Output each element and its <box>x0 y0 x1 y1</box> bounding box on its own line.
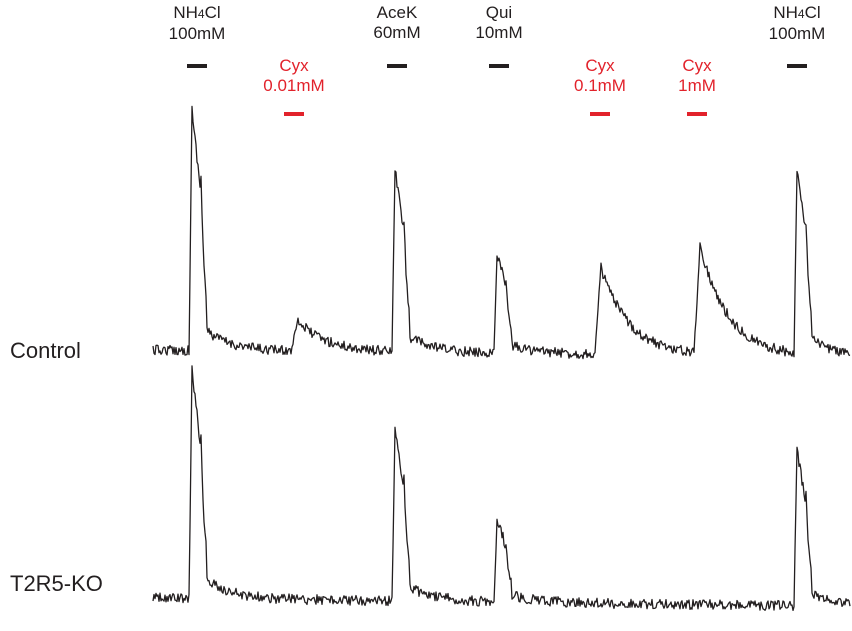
stimulus-bar <box>387 64 407 68</box>
stimulus-concentration: 0.1mM <box>574 76 626 95</box>
stimulus-name: Cyx <box>682 56 712 75</box>
stimulus-concentration: 0.01mM <box>263 76 325 95</box>
stimulus-concentration: 100mM <box>768 24 826 43</box>
stimulus-label: NH4Cl 100mM <box>769 3 826 44</box>
stimulus-concentration: 100mM <box>168 24 226 43</box>
stimulus-bar <box>284 112 304 116</box>
stimulus-concentration: 10mM <box>475 23 523 42</box>
trace-control <box>152 105 851 360</box>
stimulus-label: Qui 10mM <box>475 3 522 43</box>
stimulus-name: Cyx <box>279 56 309 75</box>
stimulus-label: Cyx 1mM <box>678 56 716 96</box>
row-label-control: Control <box>10 338 81 363</box>
stimulus-concentration: 60mM <box>373 23 421 42</box>
stimulus-name: NH4Cl <box>773 3 821 22</box>
stimulus-concentration: 1mM <box>678 76 716 95</box>
trace-t2r5-ko <box>152 365 851 612</box>
stimulus-label: NH4Cl 100mM <box>169 3 226 44</box>
row-label-t2r5-ko: T2R5-KO <box>10 571 103 596</box>
stimulus-name: Qui <box>485 3 513 22</box>
stimulus-name: NH4Cl <box>173 3 221 22</box>
stimulus-bar <box>787 64 807 68</box>
stimulus-label: Cyx 0.01mM <box>263 56 324 96</box>
stimulus-bar <box>687 112 707 116</box>
stimulus-name: Cyx <box>585 56 615 75</box>
stimulus-label: AceK 60mM <box>373 3 420 43</box>
stimulus-label: Cyx 0.1mM <box>574 56 626 96</box>
stimulus-name: AceK <box>376 3 418 22</box>
stimulus-bar <box>187 64 207 68</box>
stimulus-bar <box>489 64 509 68</box>
stimulus-bar <box>590 112 610 116</box>
